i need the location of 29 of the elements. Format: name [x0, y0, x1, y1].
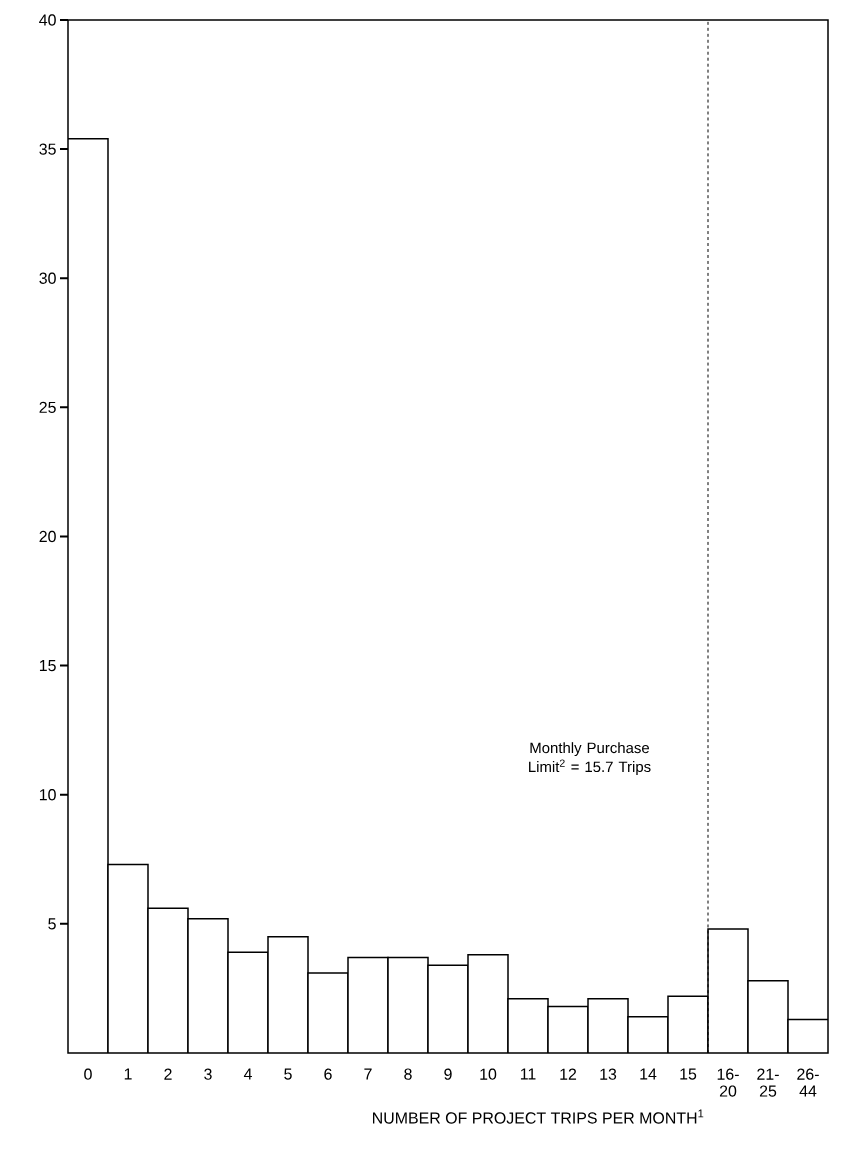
- x-tick-label: 6: [324, 1068, 332, 1080]
- x-tick-label: 4: [243, 1068, 252, 1080]
- x-tick-label: 26-44: [797, 1068, 819, 1097]
- y-tick-label: 30: [39, 272, 56, 284]
- x-tick-label: 16-20: [717, 1068, 739, 1097]
- x-tick-label: 15: [680, 1068, 697, 1080]
- x-tick-label: 3: [204, 1068, 212, 1080]
- y-tick-label: 15: [39, 660, 56, 672]
- y-tick-label: 35: [39, 143, 56, 155]
- x-tick-label: 5: [284, 1068, 292, 1080]
- x-tick-label: 8: [404, 1068, 412, 1080]
- x-tick-label: 10: [480, 1068, 497, 1080]
- y-tick-label: 25: [39, 401, 56, 414]
- x-axis-title: NUMBER OF PROJECT TRIPS PER MONTH$^{1}$: [373, 1109, 704, 1124]
- x-tick-label: 1: [124, 1068, 132, 1080]
- x-tick-label: 13: [600, 1068, 617, 1080]
- y-tick-label: 20: [39, 530, 56, 543]
- y-tick-label: 40: [39, 14, 56, 26]
- y-tick-label: 5: [48, 918, 56, 930]
- x-tick-label: 2: [164, 1068, 172, 1080]
- x-tick-label: 9: [444, 1068, 452, 1080]
- x-tick-label: 21-25: [757, 1068, 779, 1097]
- x-tick-label: 0: [84, 1068, 92, 1080]
- x-tick-label: 7: [364, 1068, 372, 1080]
- x-tick-label: 11: [520, 1068, 536, 1080]
- y-tick-label: 10: [39, 789, 56, 801]
- x-tick-label: 12: [560, 1068, 577, 1080]
- annotation: Monthly Purchase Limit$^{2}$ = 15.7 Trips: [529, 742, 651, 776]
- x-tick-label: 14: [640, 1068, 657, 1080]
